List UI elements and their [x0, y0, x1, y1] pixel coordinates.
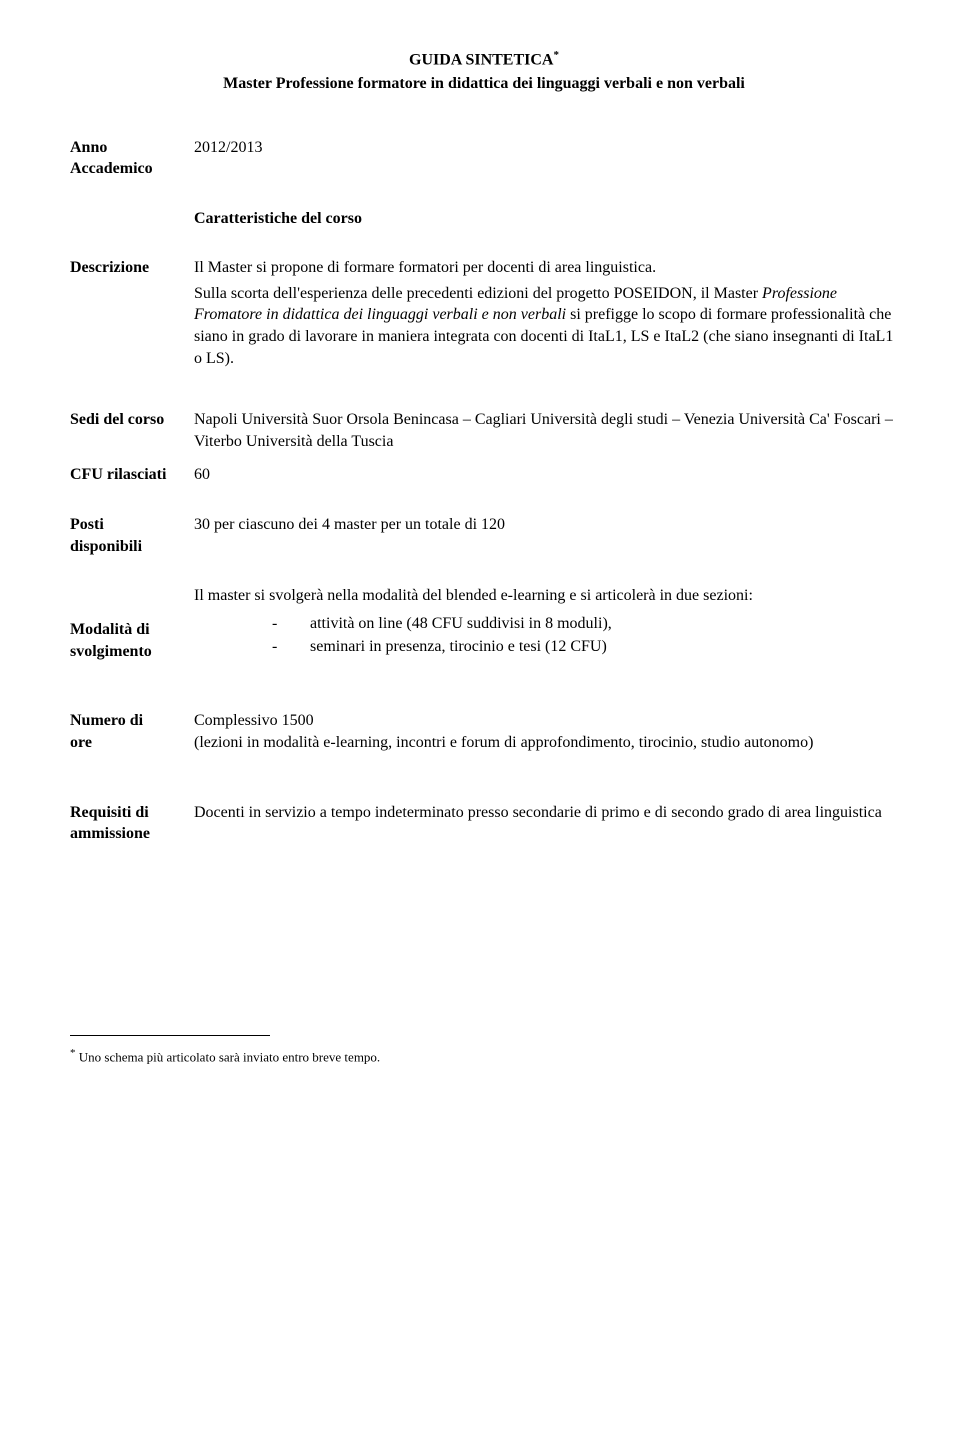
doc-title: GUIDA SINTETICA* — [70, 48, 898, 71]
row-posti: Posti disponibili 30 per ciascuno dei 4 … — [70, 514, 898, 557]
bullet-dash-icon: - — [254, 636, 310, 658]
row-descrizione: Descrizione Il Master si propone di form… — [70, 257, 898, 373]
numero-label-line1: Numero di — [70, 712, 143, 729]
modalita-label-line1: Modalità di — [70, 621, 150, 638]
row-sedi: Sedi del corso Napoli Università Suor Or… — [70, 409, 898, 452]
modalita-bullet-item: - attività on line (48 CFU suddivisi in … — [254, 613, 898, 635]
modalita-value: Il master si svolgerà nella modalità del… — [194, 585, 898, 660]
posti-value: 30 per ciascuno dei 4 master per un tota… — [194, 514, 898, 536]
footnote: * Uno schema più articolato sarà inviato… — [70, 1046, 898, 1066]
modalita-intro: Il master si svolgerà nella modalità del… — [194, 585, 898, 607]
anno-value: 2012/2013 — [194, 137, 898, 159]
posti-label: Posti disponibili — [70, 514, 194, 557]
sedi-value: Napoli Università Suor Orsola Benincasa … — [194, 409, 898, 452]
numero-label-line2: ore — [70, 734, 92, 751]
row-modalita: Modalità di svolgimento Il master si svo… — [70, 585, 898, 662]
requisiti-value: Docenti in servizio a tempo indeterminat… — [194, 802, 898, 824]
modalita-bullet-item: - seminari in presenza, tirocinio e tesi… — [254, 636, 898, 658]
modalita-bullet-text: seminari in presenza, tirocinio e tesi (… — [310, 636, 607, 658]
anno-label-line1: Anno — [70, 139, 107, 156]
requisiti-label-line2: ammissione — [70, 825, 150, 842]
descrizione-p2a: Sulla scorta dell'esperienza delle prece… — [194, 285, 762, 302]
posti-label-line1: Posti — [70, 516, 104, 533]
descrizione-p1: Il Master si propone di formare formator… — [194, 257, 898, 279]
sedi-label: Sedi del corso — [70, 409, 194, 431]
requisiti-label-line1: Requisiti di — [70, 804, 149, 821]
modalita-bullet-text: attività on line (48 CFU suddivisi in 8 … — [310, 613, 612, 635]
row-numero-ore: Numero di ore Complessivo 1500 (lezioni … — [70, 710, 898, 753]
anno-label: Anno Accademico — [70, 137, 194, 180]
numero-label: Numero di ore — [70, 710, 194, 753]
doc-subtitle: Master Professione formatore in didattic… — [70, 73, 898, 95]
modalita-label: Modalità di svolgimento — [70, 585, 194, 662]
row-requisiti: Requisiti di ammissione Docenti in servi… — [70, 802, 898, 845]
bullet-dash-icon: - — [254, 613, 310, 635]
posti-label-line2: disponibili — [70, 538, 142, 555]
row-cfu: CFU rilasciati 60 — [70, 464, 898, 486]
modalita-bullet-list: - attività on line (48 CFU suddivisi in … — [254, 613, 898, 658]
numero-value: Complessivo 1500 (lezioni in modalità e-… — [194, 710, 898, 753]
doc-title-text: GUIDA SINTETICA — [409, 51, 553, 68]
anno-label-line2: Accademico — [70, 160, 153, 177]
caratteristiche-heading: Caratteristiche del corso — [194, 208, 898, 230]
modalita-label-line2: svolgimento — [70, 643, 152, 660]
cfu-value: 60 — [194, 464, 898, 486]
descrizione-value: Il Master si propone di formare formator… — [194, 257, 898, 373]
descrizione-p2: Sulla scorta dell'esperienza delle prece… — [194, 283, 898, 369]
numero-value-text: Complessivo 1500 (lezioni in modalità e-… — [194, 712, 813, 751]
footnote-separator — [70, 1035, 270, 1036]
requisiti-label: Requisiti di ammissione — [70, 802, 194, 845]
title-asterisk: * — [553, 49, 559, 61]
cfu-label: CFU rilasciati — [70, 464, 194, 486]
row-anno-accademico: Anno Accademico 2012/2013 — [70, 137, 898, 180]
descrizione-label: Descrizione — [70, 257, 194, 279]
footnote-text: Uno schema più articolato sarà inviato e… — [76, 1049, 381, 1064]
